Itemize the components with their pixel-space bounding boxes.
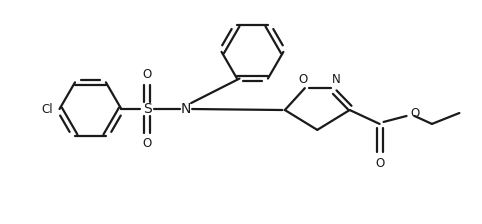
Text: O: O xyxy=(143,68,152,81)
Text: Cl: Cl xyxy=(41,103,53,116)
Text: O: O xyxy=(143,137,152,150)
Text: S: S xyxy=(143,102,152,116)
Text: O: O xyxy=(298,73,308,86)
Text: N: N xyxy=(333,73,341,86)
Text: O: O xyxy=(375,157,384,170)
Text: O: O xyxy=(411,107,420,120)
Text: N: N xyxy=(181,102,191,116)
